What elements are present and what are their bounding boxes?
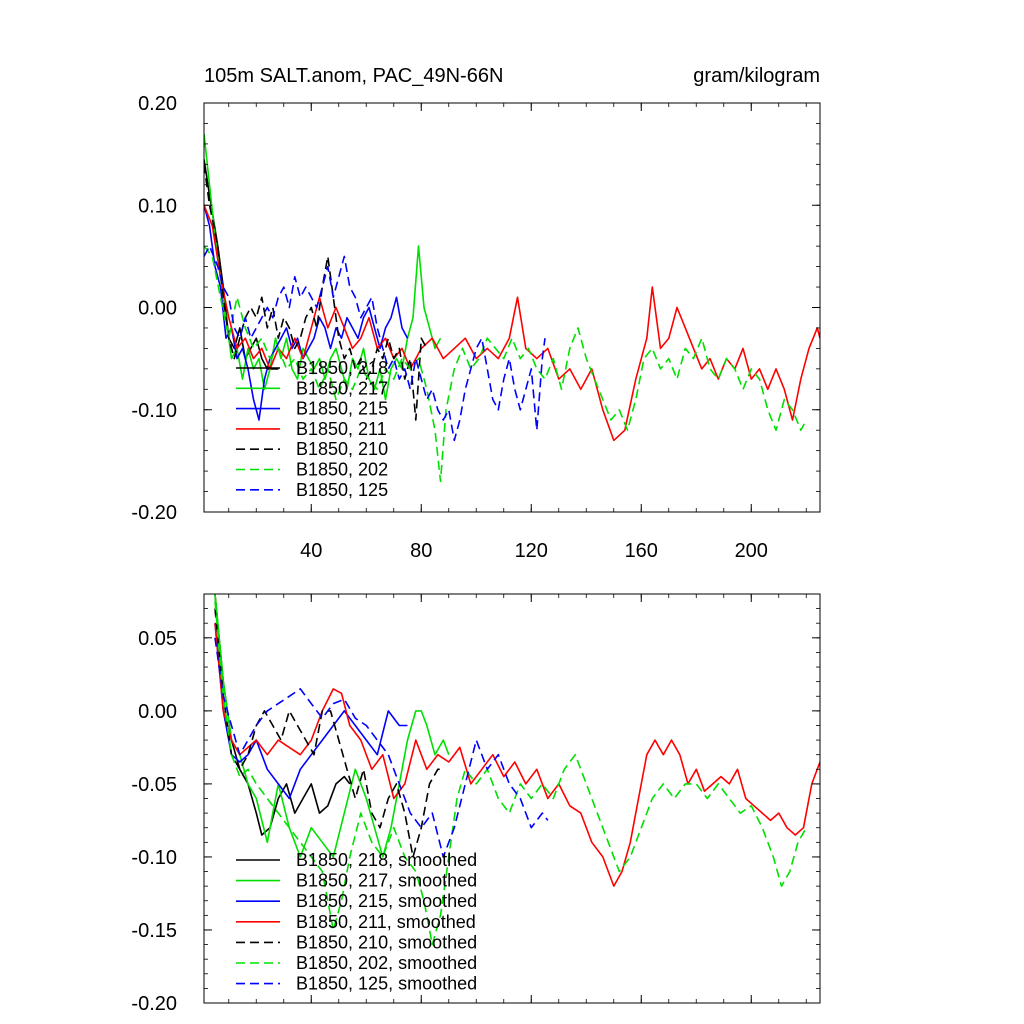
top-legend-label-b1850-202: B1850, 202 bbox=[296, 460, 388, 480]
bottom-legend-label-b1850-211-smoothed: B1850, 211, smoothed bbox=[296, 912, 476, 932]
top-ytick-label: 0.00 bbox=[138, 298, 177, 320]
top-series-line-b1850-210 bbox=[204, 164, 428, 421]
bottom-legend-label-b1850-217-smoothed: B1850, 217, smoothed bbox=[296, 871, 477, 891]
top-series-group bbox=[204, 133, 820, 483]
bottom-ytick-label: 0.00 bbox=[138, 701, 177, 723]
bottom-series-line-b1850-202-smoothed bbox=[214, 601, 807, 946]
bottom-series-line-b1850-210-smoothed bbox=[214, 608, 444, 858]
bottom-series-group bbox=[214, 594, 820, 946]
top-ytick-label: 0.20 bbox=[138, 93, 177, 115]
bottom-series-line-b1850-218-smoothed bbox=[214, 594, 351, 836]
top-ytick-label: -0.10 bbox=[131, 400, 177, 422]
top-series-line-b1850-217 bbox=[204, 133, 442, 401]
top-ytick-label: 0.10 bbox=[138, 195, 177, 217]
top-xtick-label: 120 bbox=[515, 540, 548, 562]
bottom-ytick-label: -0.15 bbox=[131, 920, 177, 942]
top-xtick-label: 40 bbox=[300, 540, 322, 562]
top-legend-label-b1850-215: B1850, 215 bbox=[296, 399, 388, 419]
plot-top: -0.20 -0.10 0.00 0.10 0.20 40 80 120 160 200 B1850… bbox=[131, 93, 821, 562]
bottom-legend-label-b1850-210-smoothed: B1850, 210, smoothed bbox=[296, 932, 477, 952]
top-xtick-label: 200 bbox=[735, 540, 768, 562]
bottom-legend-label-b1850-215-smoothed: B1850, 215, smoothed bbox=[296, 891, 477, 911]
chart-units: gram/kilogram bbox=[693, 65, 820, 87]
bottom-series-line-b1850-125-smoothed bbox=[214, 637, 549, 858]
plot-bottom: -0.20 -0.15 -0.10 -0.05 0.00 0.05 B1850, 218, … bbox=[131, 593, 821, 1015]
bottom-legend-label-b1850-125-smoothed: B1850, 125, smoothed bbox=[296, 974, 477, 994]
top-xtick-label: 80 bbox=[410, 540, 432, 562]
top-legend-label-b1850-217: B1850, 217 bbox=[296, 378, 388, 398]
bottom-ytick-label: -0.10 bbox=[131, 847, 177, 869]
top-legend-label-b1850-125: B1850, 125 bbox=[296, 480, 388, 500]
bottom-series-line-b1850-215-smoothed bbox=[214, 623, 408, 800]
top-series-line-b1850-211 bbox=[204, 204, 820, 442]
top-series-line-b1850-215 bbox=[204, 204, 409, 421]
top-legend-label-b1850-218: B1850, 218 bbox=[296, 358, 388, 378]
top-series-line-b1850-202 bbox=[204, 245, 808, 483]
top-legend-label-b1850-210: B1850, 210 bbox=[296, 439, 388, 459]
top-legend-label-b1850-211: B1850, 211 bbox=[296, 419, 387, 439]
bottom-series-line-b1850-211-smoothed bbox=[214, 623, 820, 887]
bottom-legend-label-b1850-218-smoothed: B1850, 218, smoothed bbox=[296, 850, 477, 870]
bottom-series-line-b1850-217-smoothed bbox=[214, 594, 450, 858]
top-ytick-label: -0.20 bbox=[131, 502, 177, 524]
top-xtick-label: 160 bbox=[625, 540, 658, 562]
bottom-ytick-label: -0.20 bbox=[131, 993, 177, 1015]
bottom-ytick-label: 0.05 bbox=[138, 628, 177, 650]
chart-title: 105m SALT.anom, PAC_49N-66N bbox=[204, 65, 503, 87]
bottom-legend-label-b1850-202-smoothed: B1850, 202, smoothed bbox=[296, 953, 477, 973]
bottom-ytick-label: -0.05 bbox=[131, 774, 177, 796]
top-series-line-b1850-125 bbox=[204, 245, 546, 442]
